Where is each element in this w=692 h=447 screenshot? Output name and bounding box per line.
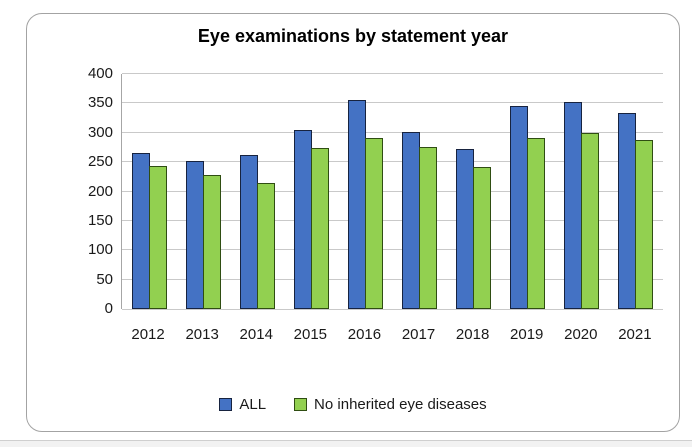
bar-all-2019	[510, 106, 529, 309]
gridline-300	[122, 131, 663, 133]
x-axis-tick-label-2013: 2013	[185, 326, 219, 343]
legend-swatch-icon-no-inherited-eye-diseases	[294, 398, 308, 411]
bar-all-2017	[402, 132, 421, 309]
x-axis-tick-label-2018: 2018	[455, 326, 490, 343]
x-axis-tick-label-2017: 2017	[401, 326, 436, 343]
y-axis-tick-label-100: 100	[87, 241, 113, 259]
bar-no-inherited-eye-diseases-2020	[581, 132, 600, 309]
gridline-250	[122, 161, 663, 163]
y-axis-tick-label-350: 350	[87, 94, 113, 112]
bar-group-2017	[392, 74, 446, 309]
gridlines	[122, 73, 663, 310]
bar-no-inherited-eye-diseases-2019	[527, 138, 546, 309]
legend-item-all: ALL	[219, 396, 266, 413]
gridline-0	[122, 309, 663, 310]
bar-all-2018	[456, 148, 475, 309]
chart-frame: Eye examinations by statement year 0 50 10…	[26, 13, 680, 432]
bar-group-2013	[176, 74, 230, 309]
bars-row	[122, 74, 663, 309]
window-bottom-edge	[0, 440, 692, 447]
gridline-200	[122, 190, 663, 192]
bar-all-2013	[185, 160, 204, 309]
bar-group-2015	[284, 74, 338, 309]
bar-all-2012	[131, 153, 150, 309]
x-axis: 2012 2013 2014 2015 2016 2017 2018 2019 2020 2021	[121, 326, 662, 343]
legend-item-no-inherited-eye-diseases: No inherited eye diseases	[294, 396, 487, 413]
bar-group-2016	[338, 74, 392, 309]
y-axis-tick-label-400: 400	[87, 65, 113, 82]
gridline-150	[122, 219, 663, 221]
y-axis-tick-label-150: 150	[87, 211, 113, 229]
y-axis-tick-label-300: 300	[87, 123, 113, 141]
bar-group-2014	[230, 74, 284, 309]
y-axis-tick-label-200: 200	[87, 182, 113, 200]
chart-title: Eye examinations by statement year	[197, 26, 509, 46]
bar-group-2019	[501, 74, 555, 309]
gridline-350	[122, 102, 663, 104]
bar-group-2012	[122, 74, 176, 309]
gridline-400	[122, 73, 663, 74]
bar-all-2021	[618, 113, 637, 309]
gridline-50	[122, 278, 663, 280]
bar-no-inherited-eye-diseases-2013	[202, 175, 221, 309]
legend-label-all: ALL	[239, 396, 267, 413]
bar-all-2016	[347, 99, 366, 309]
x-axis-tick-label-2012: 2012	[131, 326, 165, 343]
plot-area	[121, 73, 663, 310]
x-axis-tick-label-2020: 2020	[564, 326, 598, 343]
x-axis-tick-label-2014: 2014	[239, 326, 273, 343]
y-axis: 0 50 100 150 200 250 300 350 400	[27, 65, 113, 317]
bar-all-2014	[239, 155, 258, 309]
y-axis-tick-label-250: 250	[87, 153, 113, 171]
x-axis-tick-label-2021: 2021	[618, 326, 652, 343]
x-axis-tick-label-2019: 2019	[510, 326, 544, 343]
bar-no-inherited-eye-diseases-2021	[635, 139, 654, 309]
bar-no-inherited-eye-diseases-2017	[419, 146, 438, 309]
bar-no-inherited-eye-diseases-2014	[256, 182, 275, 309]
bar-no-inherited-eye-diseases-2015	[310, 148, 329, 309]
bar-group-2020	[555, 74, 609, 309]
y-axis-tick-label-50: 50	[96, 270, 113, 288]
y-axis-tick-label-0: 0	[104, 300, 113, 317]
bar-no-inherited-eye-diseases-2012	[148, 166, 167, 309]
gridline-100	[122, 249, 663, 251]
bar-all-2020	[564, 102, 583, 309]
bar-no-inherited-eye-diseases-2018	[473, 166, 492, 309]
bar-group-2018	[447, 74, 501, 309]
bar-group-2021	[609, 74, 663, 309]
x-axis-tick-label-2015: 2015	[293, 326, 328, 343]
x-axis-tick-label-2016: 2016	[347, 326, 382, 343]
bar-no-inherited-eye-diseases-2016	[364, 138, 383, 309]
legend-swatch-icon-all	[219, 398, 233, 411]
legend: ALL No inherited eye diseases	[27, 396, 679, 413]
bar-all-2015	[293, 130, 312, 309]
legend-label-no-inherited-eye-diseases: No inherited eye diseases	[314, 396, 487, 413]
